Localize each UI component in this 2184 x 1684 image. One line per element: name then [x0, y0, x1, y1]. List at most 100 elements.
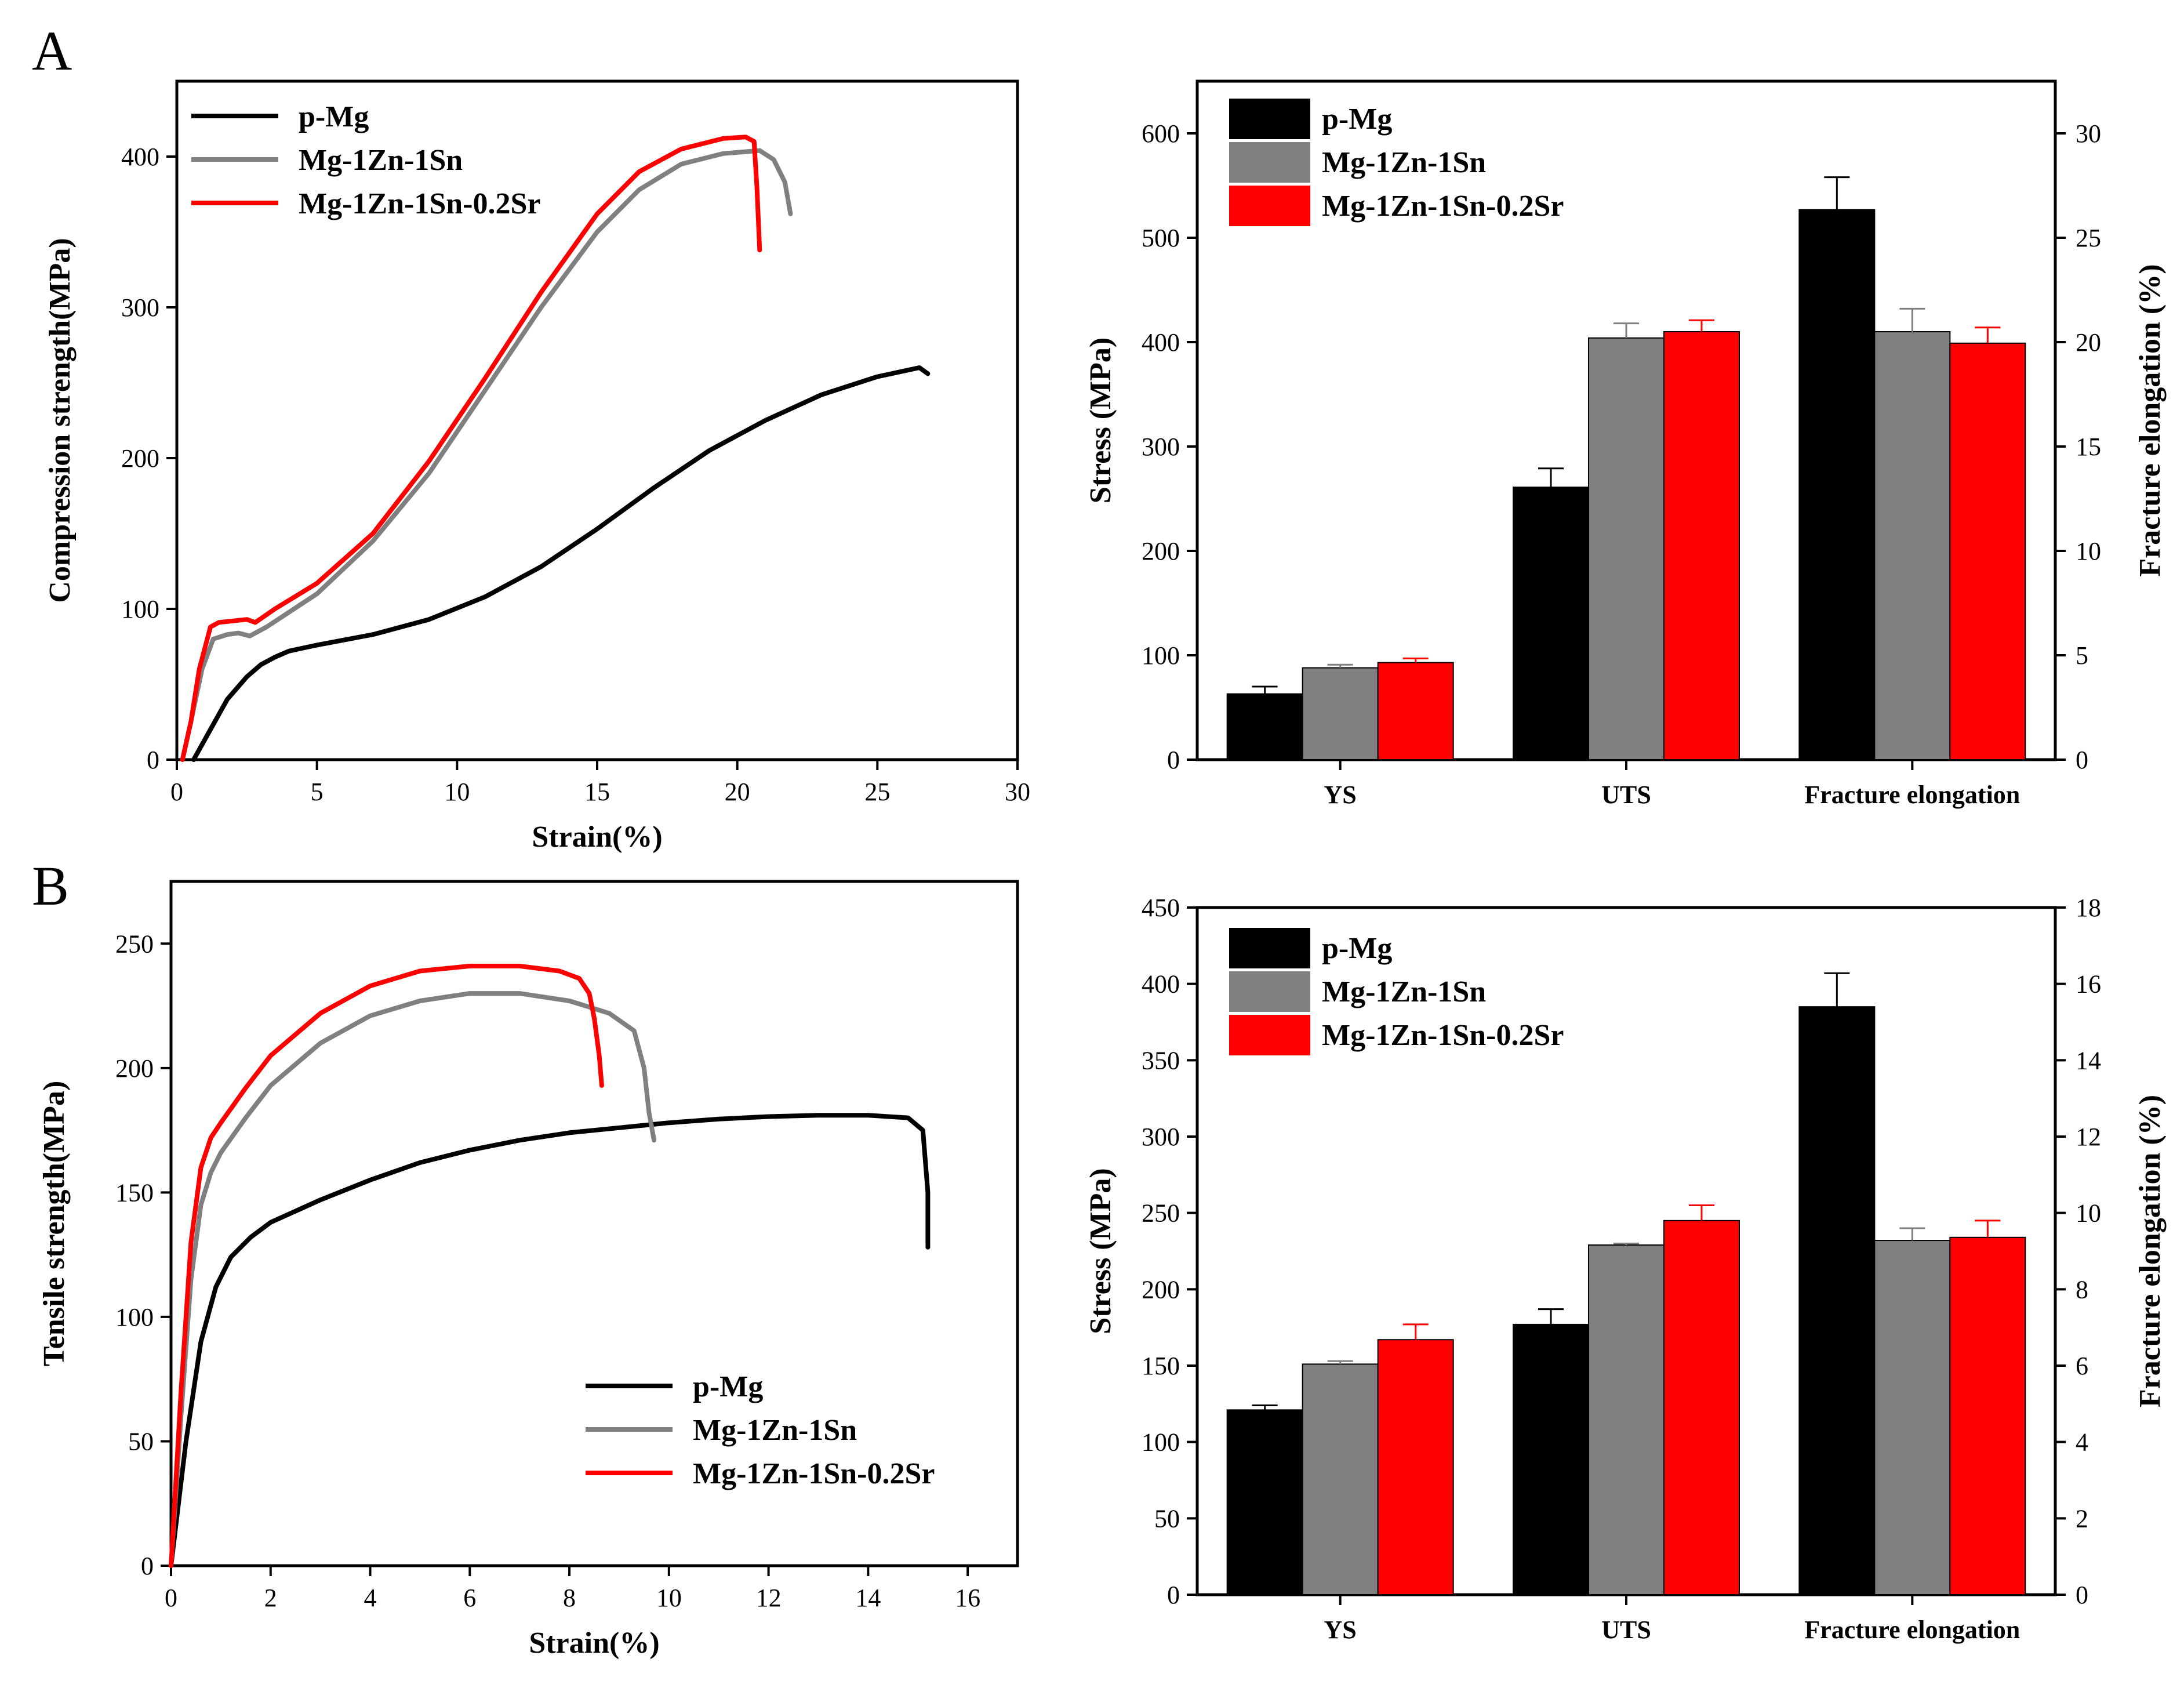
bar-mg-1zn-1sn-0-2sr-uts [1663, 1220, 1740, 1595]
x-tick-label: 20 [725, 778, 750, 806]
y-axis-title: Compression strength(MPa) [43, 238, 77, 603]
y-tick-label: 50 [1154, 1504, 1180, 1533]
legend-swatch-mg-1zn-1sn [1229, 142, 1310, 183]
y2-tick-label: 5 [2076, 641, 2088, 670]
y-tick-label: 600 [1142, 119, 1180, 148]
y-tick-label: 0 [1167, 1581, 1180, 1609]
y-tick-label: 100 [121, 595, 159, 623]
y2-tick-label: 15 [2076, 433, 2101, 461]
y-tick-label: 450 [1142, 894, 1180, 922]
y-tick-label: 100 [115, 1303, 154, 1331]
y2-tick-label: 0 [2076, 746, 2088, 774]
x-tick-label: 25 [864, 778, 890, 806]
y2-tick-label: 10 [2076, 537, 2101, 565]
y-tick-label: 100 [1142, 641, 1180, 670]
y-tick-label: 100 [1142, 1428, 1180, 1457]
y-tick-label: 150 [115, 1178, 154, 1207]
y2-tick-label: 14 [2076, 1046, 2101, 1075]
category-label: YS [1324, 781, 1357, 809]
y2-tick-label: 6 [2076, 1352, 2088, 1380]
y2-axis-title: Fracture elongation (%) [2134, 1095, 2167, 1407]
legend-label-p-mg: p-Mg [693, 1370, 763, 1403]
y-tick-label: 300 [1142, 1123, 1180, 1151]
y-tick-label: 400 [1142, 328, 1180, 357]
legend-swatch-p-mg [1229, 99, 1310, 139]
legend-label-mg-1zn-1sn: Mg-1Zn-1Sn [1322, 146, 1486, 179]
y-tick-label: 50 [128, 1427, 154, 1456]
bar-mg-1zn-1sn-0-2sr-fracture-elongation [1949, 1236, 2026, 1596]
category-label: UTS [1601, 1616, 1651, 1644]
x-tick-label: 10 [656, 1584, 682, 1612]
y2-tick-label: 8 [2076, 1275, 2088, 1304]
legend-swatch-mg-1zn-1sn-0-2sr [1229, 1015, 1310, 1055]
y-tick-label: 200 [115, 1054, 154, 1083]
category-label: Fracture elongation [1804, 781, 2020, 809]
series-line-mg-1zn-1sn [180, 148, 793, 762]
legend-label-mg-1zn-1sn: Mg-1Zn-1Sn [1322, 975, 1486, 1008]
y-tick-label: 200 [1142, 1275, 1180, 1304]
y-tick-label: 150 [1142, 1352, 1180, 1380]
series-line-mg-1zn-1sn-0-2sr [180, 135, 762, 762]
y-tick-label: 500 [1142, 224, 1180, 252]
x-tick-label: 2 [264, 1584, 277, 1612]
bar-mg-1zn-1sn-ys [1302, 1363, 1379, 1596]
y-axis-title: Stress (MPa) [1084, 1168, 1117, 1334]
bar-mg-1zn-1sn-0-2sr-uts [1663, 331, 1740, 760]
x-tick-label: 10 [444, 778, 470, 806]
bar-mg-1zn-1sn-fracture-elongation [1874, 331, 1951, 760]
chart-a-bar: 0 100 200 300 400 500 600 0 5 10 15 20 25 30 Stress (M… [1084, 79, 2167, 809]
y2-tick-label: 12 [2076, 1123, 2101, 1151]
legend-label-p-mg: p-Mg [1322, 103, 1392, 136]
legend-label-mg-1zn-1sn-0-2sr: Mg-1Zn-1Sn-0.2Sr [1322, 1019, 1564, 1052]
y-tick-label: 350 [1142, 1046, 1180, 1075]
panel-label-b: B [32, 855, 69, 917]
bar-mg-1zn-1sn-uts [1588, 337, 1665, 760]
x-tick-label: 16 [955, 1584, 980, 1612]
x-tick-label: 15 [584, 778, 610, 806]
plot-frame [175, 79, 1019, 761]
y-tick-label: 200 [121, 444, 159, 473]
x-tick-label: 5 [311, 778, 324, 806]
legend-label-p-mg: p-Mg [1322, 932, 1392, 965]
legend-label-p-mg: p-Mg [299, 100, 369, 133]
bar-p-mg-ys [1226, 1409, 1303, 1596]
bar-mg-1zn-1sn-0-2sr-fracture-elongation [1949, 342, 2026, 760]
y-tick-label: 400 [1142, 970, 1180, 999]
y2-tick-label: 10 [2076, 1199, 2101, 1228]
y2-tick-label: 2 [2076, 1504, 2088, 1533]
series-line-p-mg [191, 365, 931, 762]
bar-p-mg-fracture-elongation [1798, 1006, 1876, 1595]
y-tick-label: 0 [141, 1552, 154, 1580]
bar-p-mg-uts [1513, 1323, 1589, 1595]
bar-mg-1zn-1sn-fracture-elongation [1874, 1240, 1951, 1595]
category-label: UTS [1601, 781, 1651, 809]
legend-label-mg-1zn-1sn: Mg-1Zn-1Sn [299, 144, 463, 177]
plot-frame [169, 880, 1019, 1567]
bar-mg-1zn-1sn-0-2sr-ys [1377, 662, 1454, 760]
y2-tick-label: 30 [2076, 119, 2101, 148]
y2-tick-label: 4 [2076, 1428, 2088, 1457]
y-tick-label: 0 [147, 746, 159, 774]
bar-mg-1zn-1sn-ys [1302, 667, 1379, 760]
x-tick-label: 30 [1005, 778, 1030, 806]
category-label: YS [1324, 1616, 1357, 1644]
y-tick-label: 250 [1142, 1199, 1180, 1228]
y2-tick-label: 0 [2076, 1581, 2088, 1609]
y2-tick-label: 18 [2076, 894, 2101, 922]
legend-label-mg-1zn-1sn-0-2sr: Mg-1Zn-1Sn-0.2Sr [693, 1457, 935, 1490]
chart-a-compression-curve: 0 5 10 15 20 25 300100200300400Strain(%)Compre… [43, 79, 1030, 854]
x-tick-label: 8 [563, 1584, 576, 1612]
chart-b-bar: 0 50 100 150 200 250 300 350 400 450 0 2 4 6 8 10 12 14 16… [1084, 894, 2167, 1644]
y-tick-label: 250 [115, 930, 154, 958]
y-tick-label: 200 [1142, 537, 1180, 565]
bar-p-mg-uts [1513, 487, 1589, 760]
x-tick-label: 0 [165, 1584, 177, 1612]
x-tick-label: 14 [855, 1584, 881, 1612]
bar-mg-1zn-1sn-uts [1588, 1244, 1665, 1595]
x-axis-title: Strain(%) [532, 821, 662, 854]
bar-mg-1zn-1sn-0-2sr-ys [1377, 1339, 1454, 1596]
y-axis-title: Stress (MPa) [1084, 337, 1117, 503]
series-line-p-mg [169, 1113, 931, 1568]
chart-b-tensile-curve: 0 2 4 6 8 10 12 14 16 0 50 100 150 200 250 Strain(%) Ten… [38, 880, 1019, 1660]
y-tick-label: 0 [1167, 746, 1180, 774]
